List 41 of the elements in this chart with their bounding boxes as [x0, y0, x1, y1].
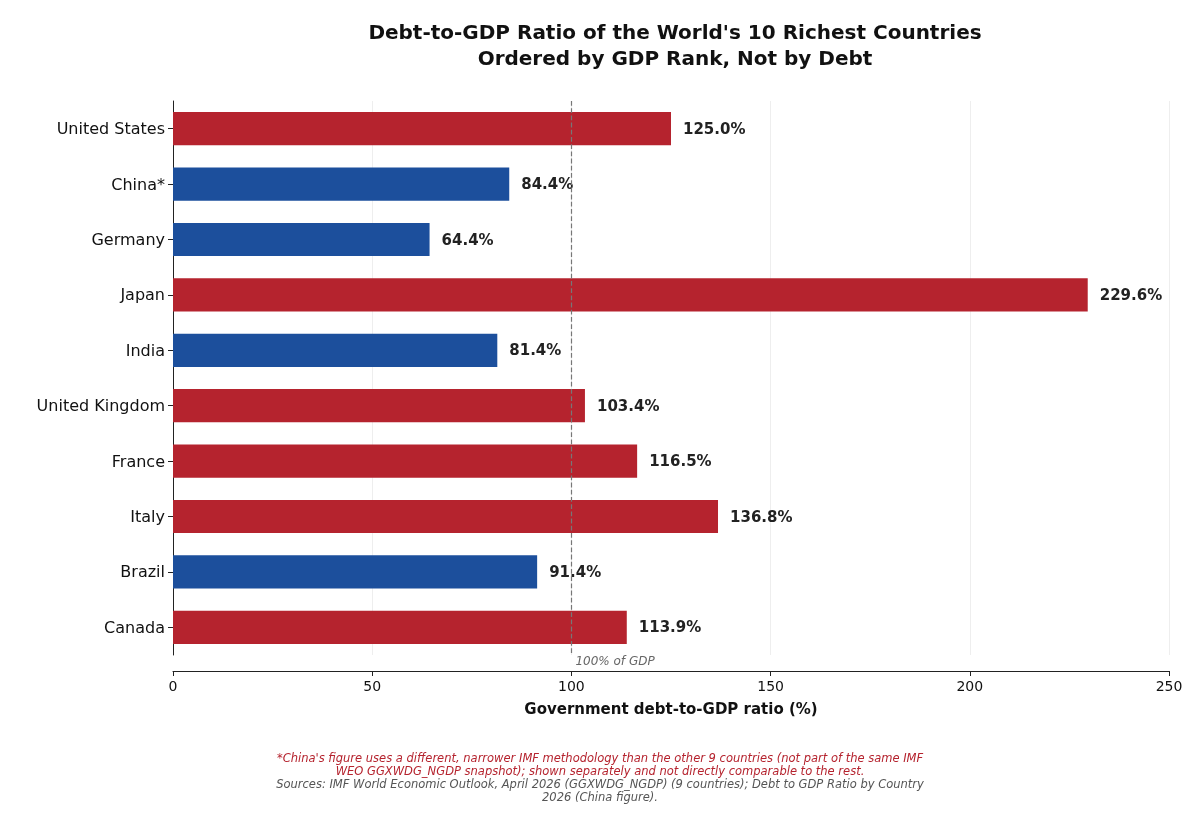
bar	[173, 167, 510, 201]
bar	[173, 333, 498, 367]
data-label: 91.4%	[549, 562, 602, 581]
data-label: 136.8%	[730, 507, 793, 526]
data-label: 81.4%	[509, 341, 562, 360]
y-tick-label: Germany	[91, 230, 165, 249]
bar	[173, 499, 719, 534]
y-tick-label: Canada	[104, 617, 165, 637]
bar	[173, 278, 1088, 312]
x-tick-label: 50	[363, 678, 382, 694]
y-tick-label: United States	[56, 119, 165, 139]
source-note: Sources: IMF World Economic Outlook, April 2026 (GGXWDG_NGDP) (9 countries); Debt to GDP Ratio by Country 2026 (China figure).	[275, 777, 925, 804]
y-tick-label: China*	[111, 174, 165, 194]
ref-line-label: 100% of GDP	[575, 654, 656, 668]
y-tick-label: Italy	[130, 507, 165, 526]
x-axis-title: Government debt-to-GDP ratio (%)	[524, 699, 818, 718]
data-label: 64.4%	[441, 230, 494, 249]
bar	[173, 555, 538, 589]
data-label: 229.6%	[1099, 285, 1163, 304]
y-tick-label: France	[111, 451, 165, 471]
y-tick-label: Brazil	[120, 562, 165, 582]
data-label: 113.9%	[638, 618, 702, 637]
x-tick-label: 0	[168, 678, 178, 694]
data-label: 103.4%	[596, 396, 660, 415]
bar	[173, 389, 585, 423]
x-tick-label: 150	[757, 678, 784, 694]
bar	[173, 444, 638, 478]
text: *China's figure uses a different, narrower IMF methodology than the other 9 countries (not part of the same IMF WEO GGXWDG_NGDP snapshot); shown separately and not directly comparable to the rest.	[275, 751, 925, 778]
y-tick-label: India	[125, 340, 165, 360]
x-tick-label: 200	[956, 678, 984, 694]
data-label: 125.0%	[683, 119, 746, 138]
data-label: 116.5%	[649, 452, 712, 471]
x-tick-label: 100	[558, 678, 585, 694]
bar	[173, 610, 627, 644]
chart-title: Debt-to-GDP Ratio of the World's 10 Richest Countries Ordered by GDP Rank, Not by Debt	[368, 20, 982, 70]
bar	[173, 112, 671, 146]
x-tick-label: 250	[1155, 678, 1183, 694]
y-tick-label: United Kingdom	[36, 396, 165, 416]
y-tick-label: Japan	[119, 285, 165, 305]
data-label: 84.4%	[521, 175, 574, 194]
bar	[173, 222, 430, 257]
